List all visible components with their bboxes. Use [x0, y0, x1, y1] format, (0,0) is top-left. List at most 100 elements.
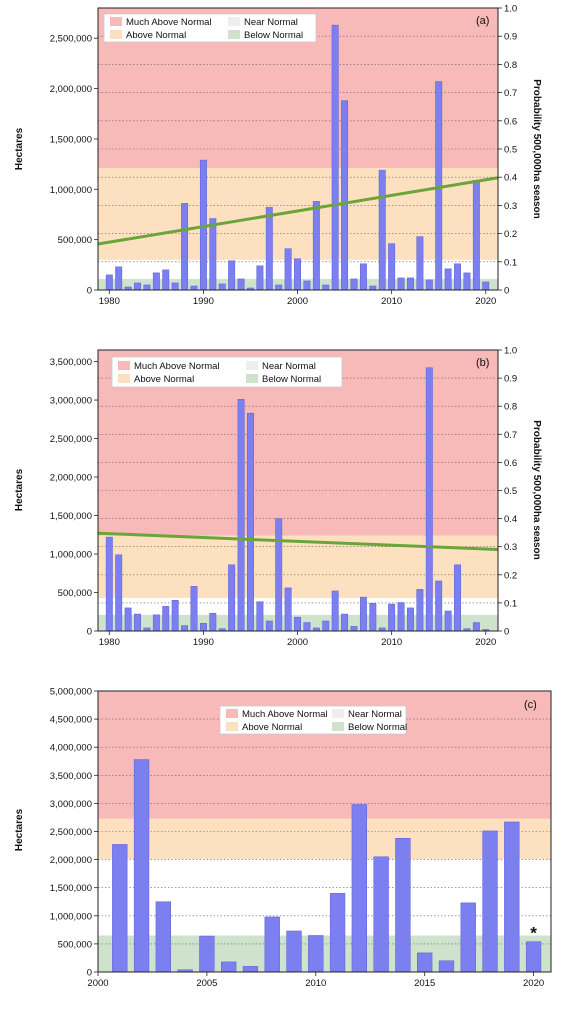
trend-line [97, 176, 499, 246]
bar [242, 966, 259, 973]
y-tick-label: 0 [87, 627, 92, 638]
bar [115, 266, 123, 291]
legend-swatch-below [246, 374, 258, 383]
band-above [98, 168, 498, 260]
legend-label-above: Above Normal [242, 722, 302, 733]
panel-a: 0 500,000 1,000,000 1,500,000 2,000,000 2,500… [14, 4, 542, 308]
bar [351, 804, 368, 973]
legend-label-above: Above Normal [134, 374, 194, 385]
legend-label-above: Above Normal [126, 30, 186, 41]
bar [265, 207, 273, 291]
bar [482, 281, 490, 291]
y2-tick-label: 0.9 [504, 32, 517, 43]
bar [134, 613, 141, 632]
x-tick-label: 2005 [196, 978, 217, 989]
bar [199, 935, 215, 973]
y-axis-label-b: Hectares [14, 468, 25, 511]
bar [504, 821, 520, 973]
y-tick-label: 0 [87, 968, 92, 979]
bar [373, 856, 389, 973]
legend-label-much-above: Much Above Normal [134, 361, 220, 372]
bar [322, 620, 330, 632]
trend-line [97, 531, 499, 552]
y-tick-label: 1,500,000 [50, 511, 92, 522]
y-axis-label-a: Hectares [14, 127, 25, 170]
y-tick-label: 4,500,000 [50, 715, 92, 726]
bar [209, 613, 217, 632]
bar [388, 243, 396, 291]
legend-label-near: Near Normal [348, 709, 402, 720]
bar [294, 258, 301, 291]
y-tick-label: 0 [87, 286, 92, 297]
y-tick-label: 1,000,000 [50, 185, 92, 196]
legend-swatch-near [332, 709, 344, 718]
bar [454, 564, 461, 632]
bar [264, 916, 280, 973]
y-tick-label: 3,500,000 [50, 771, 92, 782]
y2-tick-label: 1.0 [504, 346, 517, 357]
bar [525, 941, 542, 973]
bar [472, 622, 480, 632]
x-tick-label: 2020 [475, 637, 496, 648]
y2-tick-label: 0.1 [504, 598, 517, 609]
legend-label-near: Near Normal [262, 361, 316, 372]
panel-b: 0 500,000 1,000,000 1,500,000 2,000,000 2,500… [14, 346, 542, 649]
x-tick-label: 2020 [523, 978, 544, 989]
y-axis-label-c: Hectares [14, 808, 25, 851]
bar [171, 282, 179, 291]
bar [181, 625, 189, 632]
y2-tick-label: 0.8 [504, 60, 517, 71]
bar [284, 248, 292, 291]
bar [388, 603, 396, 632]
panel-label-b: (b) [476, 357, 489, 369]
bar [369, 603, 377, 632]
y2-axis-label-b: Probability 500,000ha season [531, 420, 542, 560]
x-tick-label: 2010 [381, 637, 402, 648]
y-tick-label: 5,000,000 [50, 687, 92, 698]
y-tick-label: 500,000 [58, 588, 92, 599]
bar [152, 272, 160, 291]
y2-tick-label: 0.7 [504, 88, 517, 99]
bar [416, 589, 424, 632]
bar [460, 902, 476, 973]
legend-c: Much Above Normal Near Normal Above Norm… [219, 705, 407, 735]
bar [331, 24, 339, 291]
bar [303, 622, 311, 632]
bar [134, 282, 141, 291]
x-tick-label: 1980 [99, 637, 120, 648]
panel-label-c: (c) [524, 699, 537, 711]
y2-tick-label: 0 [504, 627, 509, 638]
x-tick-label: 2015 [414, 978, 435, 989]
x-tick-label: 1980 [99, 296, 120, 307]
bar [425, 279, 433, 291]
x-tick-label: 2010 [305, 978, 326, 989]
bar [417, 952, 433, 973]
bar [350, 278, 358, 291]
panel-c: * 0 500,000 1,000,000 1,500,000 2,000,000 2,50… [14, 687, 552, 989]
bar [378, 169, 386, 291]
bar [237, 278, 245, 291]
bar [286, 930, 302, 973]
legend-swatch-below [228, 30, 240, 39]
band-above [98, 818, 551, 860]
bar [218, 283, 226, 291]
y2-tick-label: 0.4 [504, 514, 517, 525]
bar [395, 837, 411, 973]
bar [256, 265, 264, 291]
plot-layer: * 0 500,000 1,000,000 1,500,000 2,000,000 2,50… [50, 687, 552, 989]
y-tick-label: 2,000,000 [50, 473, 92, 484]
legend-swatch-much-above [110, 17, 122, 26]
bar [308, 935, 324, 973]
bar [472, 179, 480, 291]
y-tick-label: 4,000,000 [50, 743, 92, 754]
legend-label-below: Below Normal [244, 30, 303, 41]
legend-swatch-above [110, 30, 122, 39]
legend-swatch-much-above [118, 361, 130, 370]
y2-tick-label: 0.3 [504, 201, 517, 212]
x-tick-label: 2000 [287, 637, 308, 648]
legend-swatch-above [226, 722, 238, 731]
legend-label-below: Below Normal [348, 722, 407, 733]
plot-layer: 0 500,000 1,000,000 1,500,000 2,000,000 2,500… [50, 346, 517, 649]
bar [162, 606, 170, 632]
